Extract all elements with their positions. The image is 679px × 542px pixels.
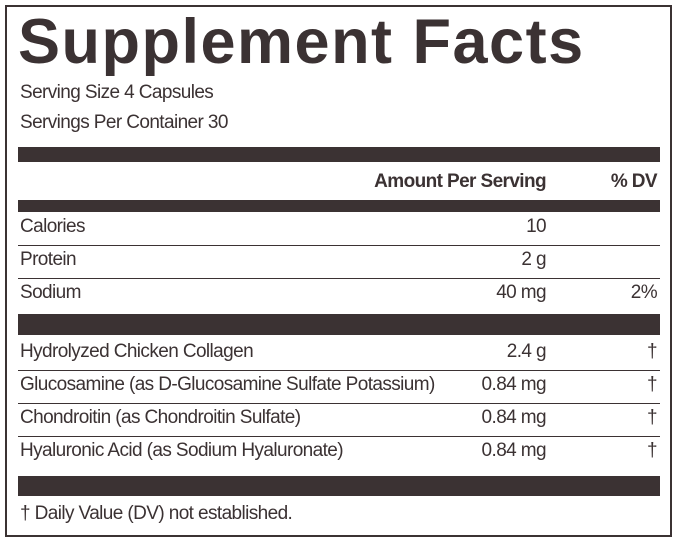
nutrient-dv: 2% [630, 282, 658, 303]
nutrient-amount: 10 [526, 216, 547, 237]
column-header: % DV [610, 171, 658, 192]
nutrient-amount: 40 mg [496, 282, 546, 303]
footnote: † Daily Value (DV) not established. [20, 503, 293, 524]
label-border [5, 5, 672, 537]
nutrient-name: Glucosamine (as D-Glucosamine Sulfate Po… [20, 374, 435, 395]
nutrient-dv: † [647, 341, 658, 362]
nutrient-dv: † [647, 374, 658, 395]
row-divider [18, 278, 660, 279]
row-divider [18, 370, 660, 371]
nutrient-name: Protein [20, 249, 77, 270]
row-divider [18, 436, 660, 437]
nutrient-amount: 0.84 mg [481, 440, 547, 461]
nutrient-name: Sodium [20, 282, 81, 303]
divider-bar [18, 476, 660, 496]
divider-bar [18, 147, 660, 162]
title: Supplement Facts [18, 7, 585, 77]
servings-per-container: Servings Per Container 30 [20, 112, 228, 133]
serving-size: Serving Size 4 Capsules [20, 82, 214, 103]
nutrient-name: Hydrolyzed Chicken Collagen [20, 341, 254, 362]
column-header: Amount Per Serving [374, 171, 546, 192]
nutrient-dv: † [647, 407, 658, 428]
nutrient-amount: 2.4 g [506, 341, 547, 362]
row-divider [18, 403, 660, 404]
nutrient-amount: 0.84 mg [481, 374, 547, 395]
nutrient-amount: 2 g [521, 249, 546, 270]
nutrient-name: Calories [20, 216, 86, 237]
nutrient-name: Chondroitin (as Chondroitin Sulfate) [20, 407, 301, 428]
nutrient-dv: † [647, 440, 658, 461]
divider-bar [18, 200, 660, 212]
divider-bar [18, 314, 660, 335]
nutrient-name: Hyaluronic Acid (as Sodium Hyaluronate) [20, 440, 344, 461]
row-divider [18, 245, 660, 246]
nutrient-amount: 0.84 mg [481, 407, 547, 428]
